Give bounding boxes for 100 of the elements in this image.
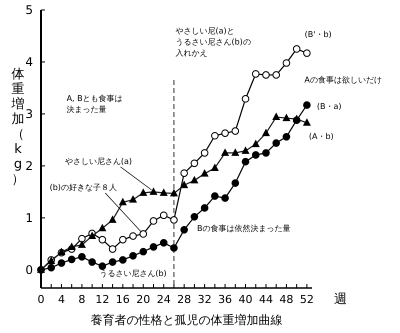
y-tick-label: 0 [25, 262, 33, 277]
point [211, 132, 219, 140]
point [282, 59, 290, 67]
annotation: (B'・b) [304, 30, 332, 39]
annotation: うるさい尼さん(b) [99, 268, 167, 278]
text: 養育者の性格と孤児の体重増加曲線 [90, 313, 282, 327]
x-tick-label: 52 [300, 293, 314, 306]
point [221, 148, 230, 156]
annotation: A, Bとも食事は決まった量 [66, 94, 123, 114]
x-tick-label: 44 [258, 293, 273, 306]
point [149, 187, 158, 195]
point [200, 204, 208, 212]
x-tick-label: 4 [58, 293, 65, 306]
point [242, 95, 250, 103]
point [139, 248, 148, 256]
x-tick-label: 8 [78, 293, 86, 306]
point [170, 216, 178, 224]
point [98, 262, 106, 270]
point [180, 226, 188, 234]
point [98, 236, 106, 244]
annotation: Aの食事は欲しいだけ [304, 76, 382, 85]
point [47, 264, 56, 272]
x-tick-label: 0 [38, 293, 44, 306]
point [242, 158, 250, 166]
x-tick-label: 24 [156, 293, 171, 306]
y-tick-label: 4 [25, 54, 33, 69]
point [272, 112, 280, 120]
point [252, 140, 260, 148]
point [78, 240, 86, 248]
point [139, 230, 148, 238]
x-tick-label: 12 [95, 293, 110, 306]
y-axis-title: 体重増加（kg） [10, 67, 24, 187]
point [68, 256, 76, 264]
point [210, 163, 219, 171]
point [108, 258, 116, 266]
point [282, 132, 290, 141]
annotation: やさしい尼さん(a) [64, 156, 132, 166]
x-tick-label: 20 [136, 293, 150, 306]
point [282, 114, 290, 122]
annotation: (B・a) [316, 102, 342, 112]
point [98, 224, 106, 232]
point [108, 215, 117, 223]
point [58, 259, 66, 267]
x-axis-title: 週 [334, 292, 347, 307]
point [252, 70, 260, 78]
point [78, 234, 86, 242]
point [139, 188, 148, 196]
point [180, 169, 188, 177]
point [170, 188, 178, 196]
point [262, 128, 270, 136]
point [211, 192, 219, 200]
annotation: (b)の好きな子８人 [50, 182, 117, 192]
point [252, 151, 260, 159]
point [119, 236, 127, 244]
point [231, 148, 240, 156]
point [190, 213, 198, 221]
y-tick-label: 2 [25, 158, 33, 173]
point [232, 127, 240, 135]
x-tick-label: 36 [218, 293, 232, 306]
point [108, 245, 116, 253]
x-tick-label: 28 [177, 293, 192, 306]
x-tick-label: 48 [279, 293, 294, 306]
point [221, 129, 229, 137]
point [150, 217, 158, 225]
point [119, 256, 127, 264]
point [78, 253, 86, 261]
x-tick-label: 16 [116, 293, 130, 306]
annotation: やさしい尼(a)とうるさい尼さん(b)の入れかえ [175, 26, 251, 58]
y-tick-label: 5 [25, 3, 33, 17]
point [129, 252, 137, 260]
point [160, 188, 168, 196]
point [170, 244, 178, 252]
point [160, 211, 168, 220]
point [129, 195, 138, 203]
point [118, 198, 127, 206]
point [160, 238, 168, 247]
point [262, 71, 270, 79]
y-tick-label: 1 [25, 210, 33, 225]
point [200, 169, 209, 177]
point [68, 242, 76, 250]
point [180, 180, 188, 188]
point [221, 194, 229, 202]
point [292, 45, 300, 53]
point [303, 101, 311, 109]
point [150, 243, 158, 251]
point [190, 176, 198, 184]
y-tick-label: 3 [25, 106, 33, 121]
point [272, 139, 280, 147]
x-tick-label: 32 [198, 293, 212, 306]
point [129, 232, 137, 240]
point [190, 159, 198, 168]
point [232, 179, 240, 187]
point [242, 146, 250, 154]
annotation: (A・b) [308, 132, 334, 141]
point [272, 71, 280, 79]
point [200, 149, 208, 157]
x-tick-label: 40 [238, 293, 253, 306]
point [303, 49, 311, 57]
annotation: Bの食事は依然決まった量 [196, 224, 290, 233]
point [88, 258, 96, 266]
